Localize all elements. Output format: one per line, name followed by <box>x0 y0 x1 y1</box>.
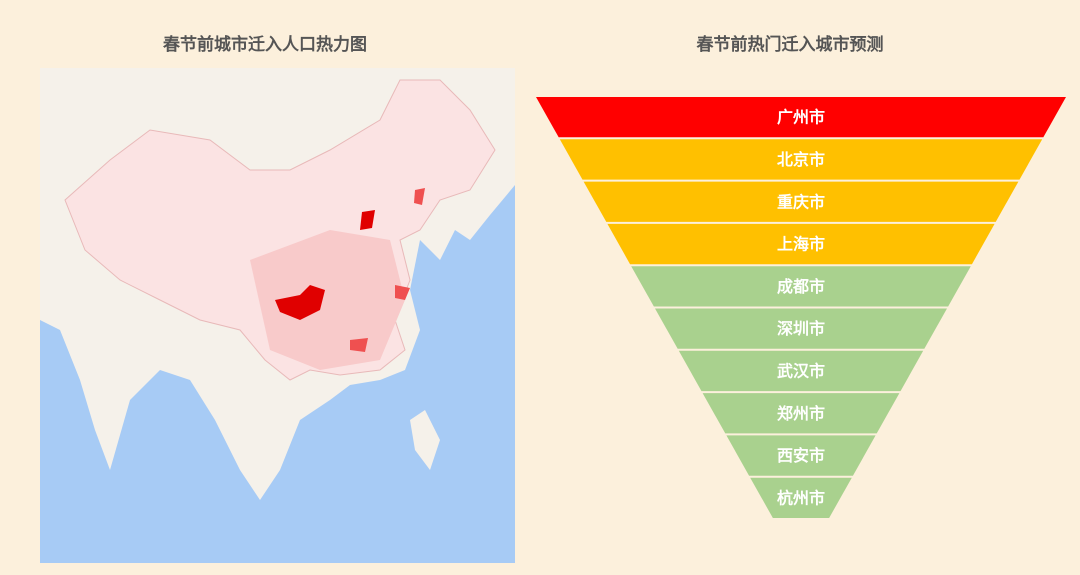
heat-map <box>40 68 515 563</box>
funnel-level <box>583 181 1019 222</box>
funnel-label: 北京市 <box>777 150 825 169</box>
funnel-label: 成都市 <box>777 277 825 296</box>
funnel-level <box>726 435 876 476</box>
funnel-level <box>702 393 900 434</box>
heat-hotspot <box>350 338 368 352</box>
funnel-label: 杭州市 <box>777 488 825 507</box>
funnel-level <box>655 308 947 349</box>
map-title: 春节前城市迁入人口热力图 <box>163 34 367 55</box>
funnel-level <box>559 139 1043 180</box>
funnel-level <box>607 223 995 265</box>
funnel-label: 深圳市 <box>777 319 825 338</box>
island <box>410 410 440 470</box>
funnel-level <box>536 97 1066 138</box>
funnel-label: 上海市 <box>777 235 825 254</box>
funnel-label: 武汉市 <box>777 361 825 380</box>
funnel-level <box>678 350 924 392</box>
funnel-level <box>631 266 971 307</box>
funnel-label: 西安市 <box>777 446 825 465</box>
island <box>320 386 332 398</box>
heat-zone <box>250 230 405 370</box>
funnel-title: 春节前热门迁入城市预测 <box>697 34 884 55</box>
heat-hotspot <box>395 285 410 300</box>
funnel-level <box>750 477 852 518</box>
heat-hotspot <box>414 188 425 205</box>
heat-hotspot <box>275 285 325 320</box>
funnel-label: 郑州市 <box>777 404 825 423</box>
heat-hotspot <box>360 210 375 230</box>
funnel-label: 重庆市 <box>777 192 825 211</box>
funnel-label: 广州市 <box>777 108 825 127</box>
